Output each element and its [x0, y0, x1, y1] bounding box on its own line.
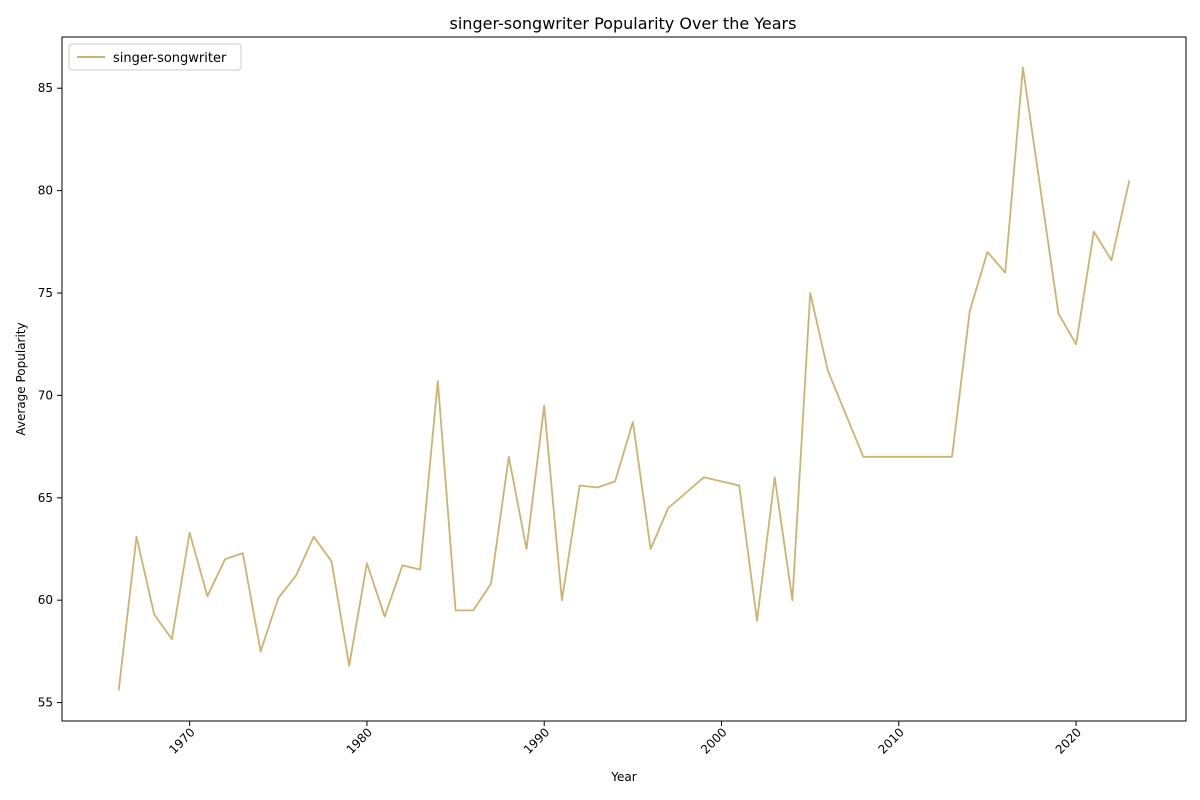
y-tick-label: 85 [38, 81, 53, 95]
x-tick-label: 1990 [521, 725, 552, 756]
y-tick-label: 65 [38, 491, 53, 505]
y-axis-label: Average Popularity [14, 322, 28, 435]
x-tick-label: 2020 [1053, 725, 1084, 756]
legend-box [68, 43, 242, 71]
x-axis-label: Year [610, 770, 636, 784]
series-layer [117, 66, 1131, 691]
chart-title: singer-songwriter Popularity Over the Ye… [450, 14, 797, 33]
x-tick-label: 2010 [875, 725, 906, 756]
plot-area [61, 36, 1187, 722]
series-line-singer-songwriter [117, 66, 1131, 691]
y-tick-label: 75 [38, 286, 53, 300]
y-axis: 55 60 65 70 75 80 85 [38, 81, 62, 710]
plot-frame [61, 36, 1187, 722]
x-tick-label: 2000 [698, 725, 729, 756]
y-tick-label: 55 [38, 696, 53, 710]
x-tick-label: 1970 [166, 725, 197, 756]
y-tick-label: 80 [38, 184, 53, 198]
legend: singer-songwriter [68, 43, 242, 71]
x-axis: 1970 1980 1990 2000 2010 2020 [166, 721, 1084, 757]
x-tick-label: 1980 [344, 725, 375, 756]
legend-label-singer-songwriter: singer-songwriter [113, 51, 227, 66]
y-tick-label: 70 [38, 388, 53, 402]
y-tick-label: 60 [38, 593, 53, 607]
